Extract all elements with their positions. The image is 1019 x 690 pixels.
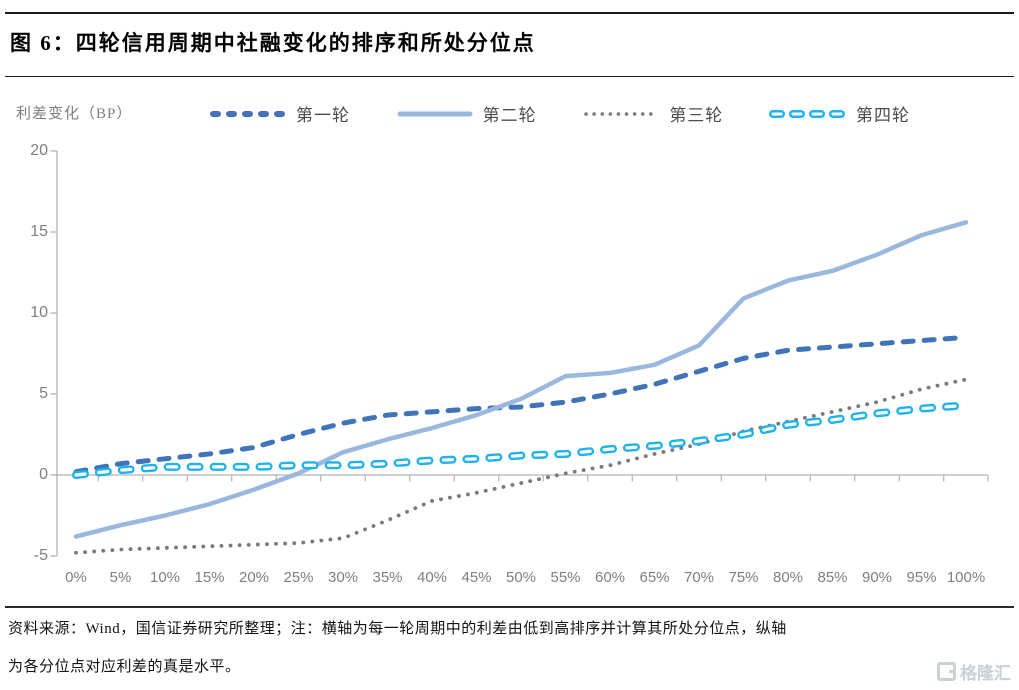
legend-label: 第一轮 xyxy=(296,106,350,125)
y-tick-label--5: -5 xyxy=(33,547,48,564)
legend-dashed-line-icon xyxy=(210,110,286,117)
x-tick-label-15%: 15% xyxy=(194,569,225,586)
legend-hollow-dash-line-icon xyxy=(768,109,847,118)
y-tick-label-10: 10 xyxy=(30,304,48,321)
legend-label: 第二轮 xyxy=(482,106,537,125)
x-tick-label-90%: 90% xyxy=(861,569,893,586)
legend-solid-line-icon xyxy=(397,111,473,116)
y-tick-label-0: 0 xyxy=(39,466,48,483)
y-tick-label-5: 5 xyxy=(39,385,48,402)
x-tick-label-55%: 55% xyxy=(550,569,581,586)
x-tick-label-10%: 10% xyxy=(149,569,181,586)
logo-g-icon xyxy=(937,662,956,681)
x-tick-label-70%: 70% xyxy=(683,569,715,586)
x-tick-label-50%: 50% xyxy=(505,569,537,586)
legend-dotted-line-icon xyxy=(584,111,659,116)
title-divider xyxy=(5,76,1014,77)
x-tick-label-5%: 5% xyxy=(109,569,132,586)
series-line-第四轮 xyxy=(74,403,968,477)
y-tick-label-15: 15 xyxy=(30,223,48,240)
x-tick-label-80%: 80% xyxy=(772,569,804,586)
series-line-第一轮 xyxy=(73,334,969,475)
x-tick-label-25%: 25% xyxy=(283,569,314,586)
legend-label: 第三轮 xyxy=(669,106,724,125)
x-tick-label-20%: 20% xyxy=(238,569,270,586)
legend-item-第四轮: 第四轮 xyxy=(768,101,910,126)
chart-legend: 第一轮 第二轮 第三轮 第四轮 xyxy=(208,101,910,126)
x-tick-label-65%: 65% xyxy=(639,569,670,586)
footer-divider xyxy=(5,606,1014,608)
x-tick-label-100%: 100% xyxy=(946,569,986,586)
x-tick-label-85%: 85% xyxy=(817,569,848,586)
series-line-第四轮 xyxy=(72,401,970,479)
figure-title: 图 6：四轮信用周期中社融变化的排序和所处分位点 xyxy=(10,31,536,55)
legend-item-第三轮: 第三轮 xyxy=(581,101,723,126)
x-tick-label-95%: 95% xyxy=(906,569,937,586)
x-tick-label-0%: 0% xyxy=(65,569,87,586)
x-tick-label-60%: 60% xyxy=(594,569,626,586)
series-line-第三轮 xyxy=(74,377,968,555)
top-divider xyxy=(5,12,1014,14)
x-tick-label-35%: 35% xyxy=(372,569,403,586)
x-tick-label-45%: 45% xyxy=(461,569,492,586)
x-tick-label-75%: 75% xyxy=(728,569,759,586)
source-note-line-1: 资料来源：Wind，国信证券研究所整理；注：横轴为每一轮周期中的利差由低到高排序… xyxy=(8,621,787,637)
x-tick-label-30%: 30% xyxy=(327,569,359,586)
logo-text: 格隆汇 xyxy=(960,664,1011,683)
gelonghui-logo: 格隆汇 xyxy=(937,659,1011,684)
source-note-line-2: 为各分位点对应利差的真是水平。 xyxy=(8,659,241,675)
legend-item-第二轮: 第二轮 xyxy=(395,101,537,126)
series-line-第二轮 xyxy=(73,220,969,539)
y-tick-label-20: 20 xyxy=(30,142,48,159)
x-tick-label-40%: 40% xyxy=(416,569,448,586)
legend-label: 第四轮 xyxy=(855,106,910,125)
legend-item-第一轮: 第一轮 xyxy=(208,101,350,126)
y-axis-unit-label: 利差变化（BP） xyxy=(16,106,133,122)
